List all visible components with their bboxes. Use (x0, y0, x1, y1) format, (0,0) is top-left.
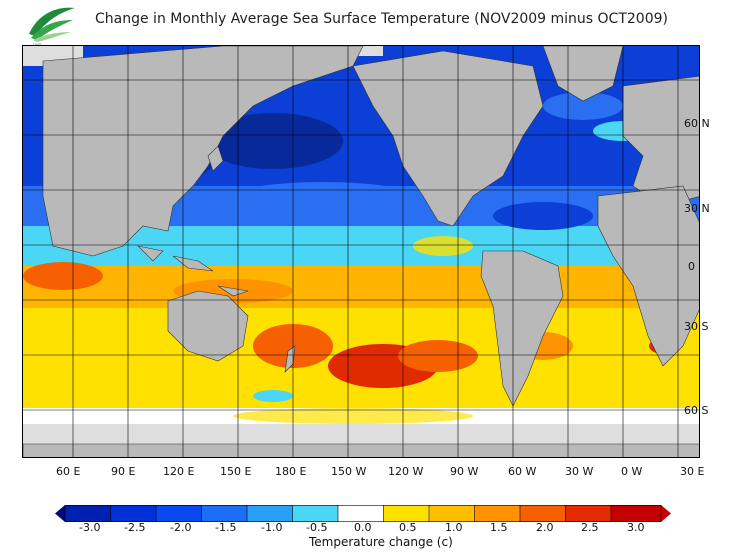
lon-label-120e: 120 E (163, 465, 195, 478)
colorbar-swatch-13 (611, 505, 661, 522)
colorbar-high-arrow (661, 505, 671, 522)
colorbar-swatch-6 (292, 505, 338, 522)
colorbar-swatch-8 (383, 505, 429, 522)
colorbar-title: Temperature change (c) (309, 535, 453, 549)
lat-label-0: 0 (688, 260, 695, 273)
lon-label-180e: 180 E (275, 465, 307, 478)
colorbar-swatch-3 (156, 505, 202, 522)
colorbar-swatch-2 (110, 505, 156, 522)
colorbar-label-1.0: 1.0 (445, 521, 463, 534)
south-america-land (480, 250, 564, 407)
lon-label-60e: 60 E (56, 465, 81, 478)
colorbar-label-3.0: 3.0 (627, 521, 645, 534)
lon-label-0w: 0 W (621, 465, 643, 478)
colorbar-label-0.0: 0.0 (354, 521, 372, 534)
colorbar-label-m1.5: -1.5 (215, 521, 237, 534)
sst-change-map (22, 45, 700, 458)
japan-land (207, 145, 224, 172)
eurasia-land (42, 46, 364, 257)
australia-land (167, 290, 249, 362)
equatorial-warming (23, 266, 699, 308)
leaf-logo: HKO (25, 4, 77, 48)
lon-label-90w: 90 W (450, 465, 479, 478)
colorbar-swatch-7 (338, 505, 384, 522)
lat-label-30n: 30 N (684, 202, 710, 215)
north-america-land (352, 50, 544, 227)
colorbar-swatch-11 (520, 505, 566, 522)
lon-label-60w: 60 W (508, 465, 537, 478)
colorbar-swatch-5 (247, 505, 293, 522)
europe-land (622, 75, 699, 207)
greenland-land (542, 46, 624, 102)
colorbar-swatch-10 (474, 505, 520, 522)
colorbar-low-arrow (55, 505, 65, 522)
antarctica-land (23, 443, 699, 457)
colorbar-label-m0.5: -0.5 (306, 521, 328, 534)
lon-label-90e: 90 E (111, 465, 136, 478)
colorbar-label-m2.0: -2.0 (170, 521, 192, 534)
lat-label-60n: 60 N (684, 117, 710, 130)
colorbar-label-0.5: 0.5 (399, 521, 417, 534)
colorbar-label-m1.0: -1.0 (261, 521, 283, 534)
graticule (23, 46, 699, 457)
colorbar-swatch-1 (65, 505, 111, 522)
map-title: Change in Monthly Average Sea Surface Te… (95, 11, 668, 27)
colorbar-label-1.5: 1.5 (490, 521, 508, 534)
colorbar-label-m3.0: -3.0 (79, 521, 101, 534)
lon-label-150e: 150 E (220, 465, 252, 478)
colorbar-label-2.0: 2.0 (536, 521, 554, 534)
colorbar-label-2.5: 2.5 (581, 521, 599, 534)
lon-label-30e: 30 E (680, 465, 705, 478)
lon-label-150w: 150 W (331, 465, 367, 478)
colorbar (55, 505, 671, 522)
colorbar-swatch-9 (429, 505, 475, 522)
lat-label-60s: 60 S (684, 404, 709, 417)
lon-label-30w: 30 W (565, 465, 594, 478)
colorbar-swatch-4 (201, 505, 247, 522)
colorbar-swatch-12 (565, 505, 611, 522)
lon-label-120w: 120 W (388, 465, 424, 478)
lat-label-30s: 30 S (684, 320, 709, 333)
colorbar-label-m2.5: -2.5 (124, 521, 146, 534)
